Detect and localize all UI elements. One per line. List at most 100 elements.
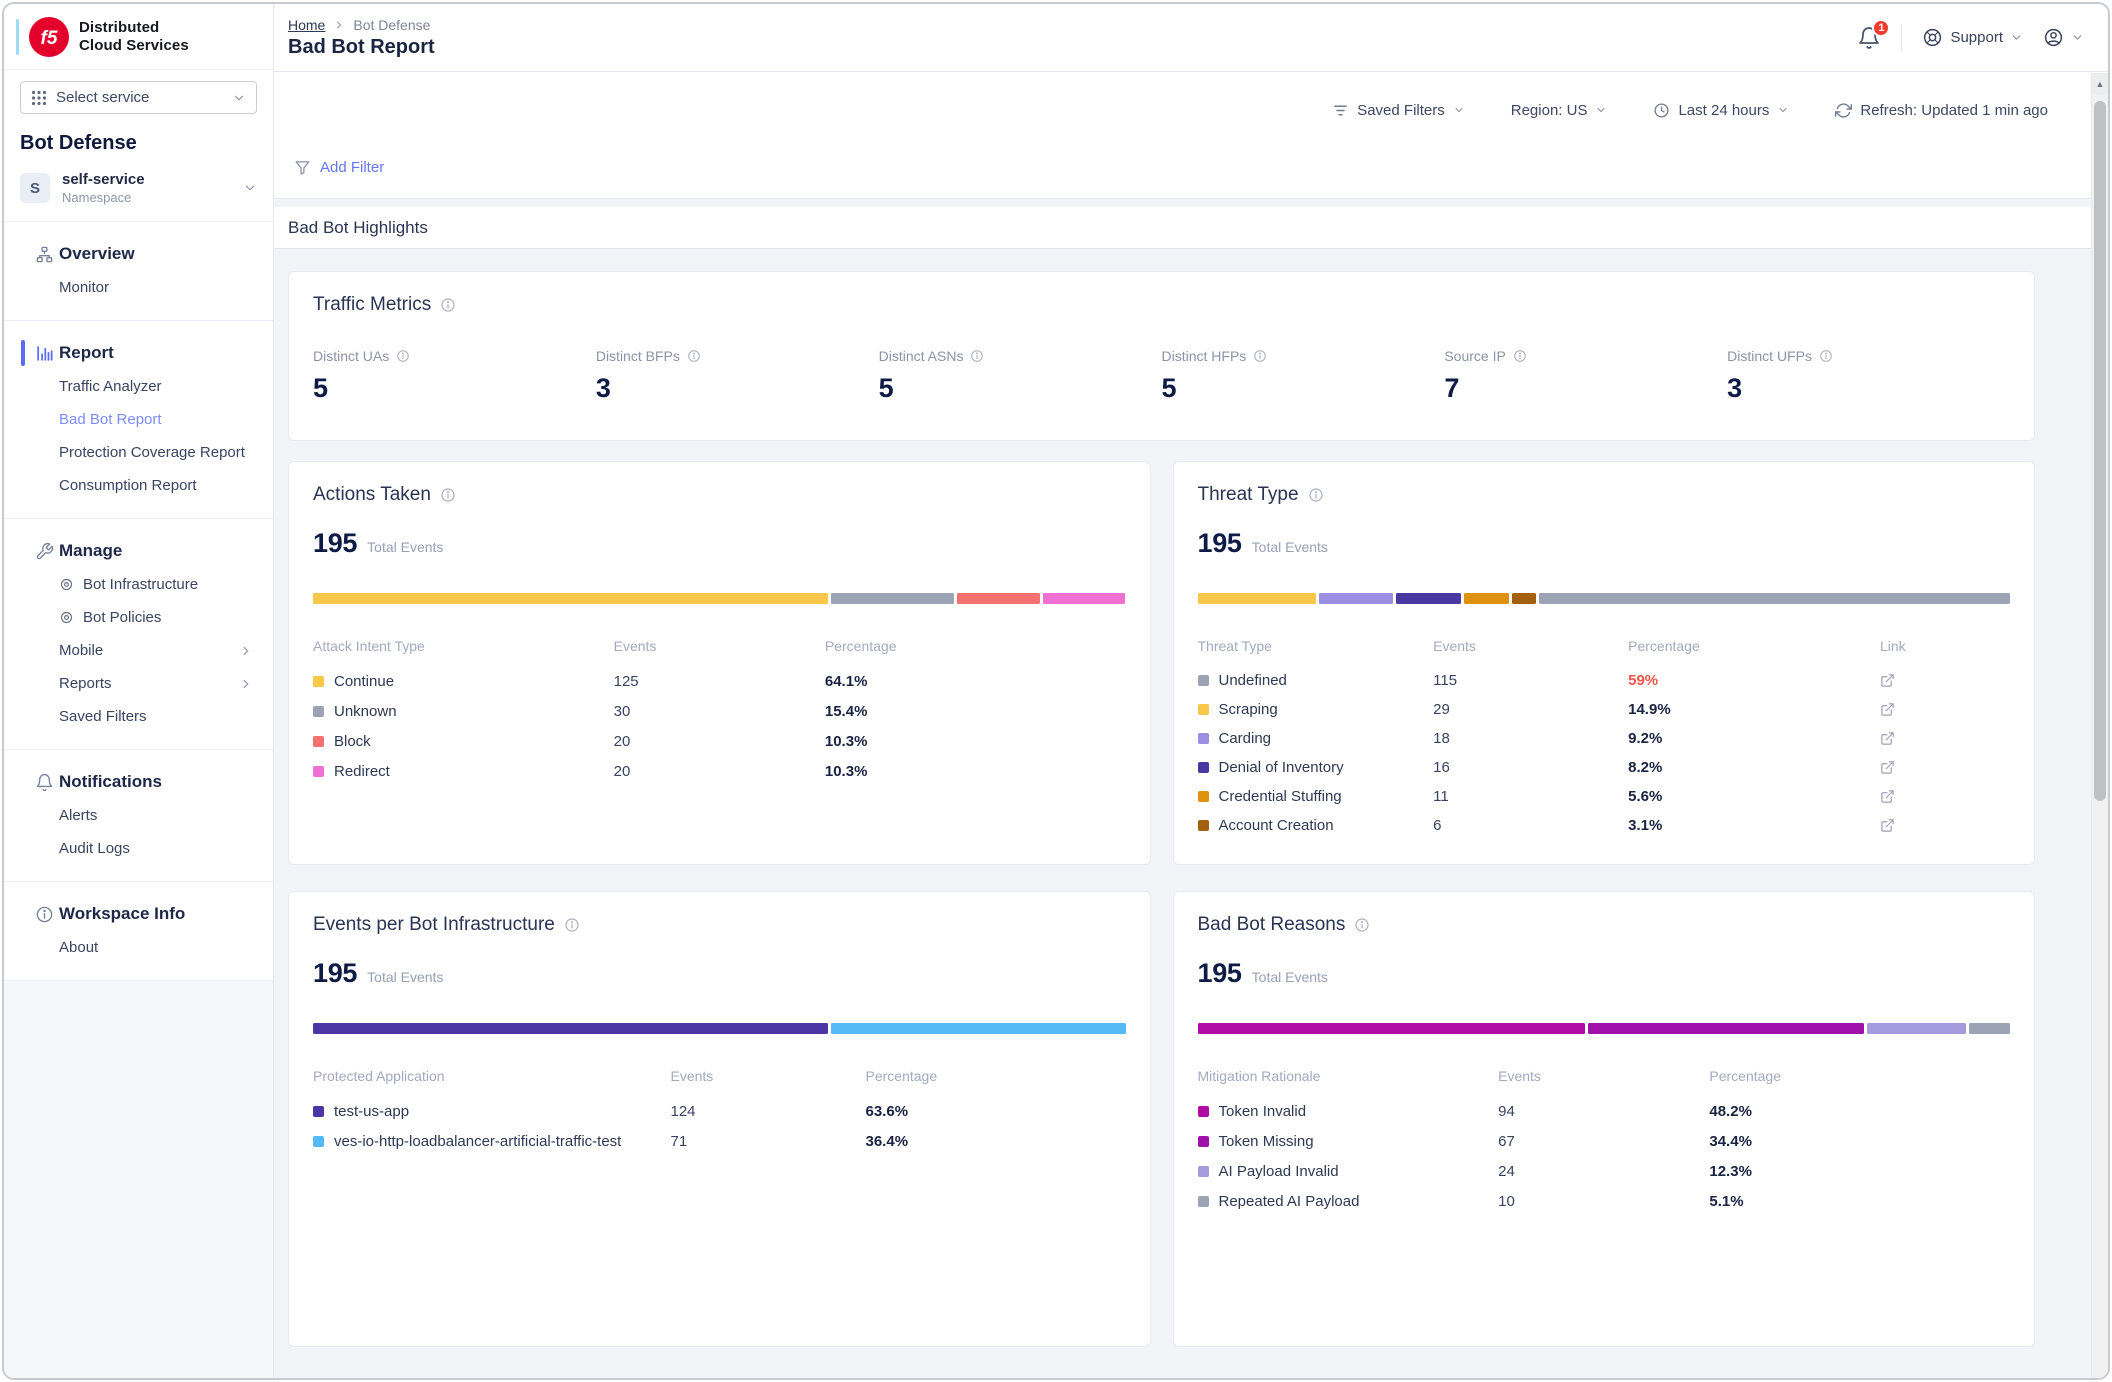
namespace-selector[interactable]: S self-service Namespace [4, 161, 273, 222]
chevron-down-icon [1779, 107, 1787, 113]
sidebar-section-label: Manage [59, 541, 123, 560]
vertical-scrollbar[interactable]: ▲ [2091, 73, 2108, 1378]
legend-table: Attack Intent Type Events Percentage Contin… [313, 634, 1126, 786]
section-title: Bad Bot Highlights [288, 217, 428, 237]
scroll-up-arrow[interactable]: ▲ [2092, 73, 2108, 95]
sidebar-section-header-manage[interactable]: Manage [4, 534, 273, 568]
sidebar-section-header-notifications[interactable]: Notifications [4, 765, 273, 799]
info-icon[interactable] [1513, 349, 1527, 363]
info-icon[interactable] [564, 917, 580, 933]
traffic-metrics-card: Traffic Metrics Distinct UAs 5 Distinct BF… [288, 271, 2035, 441]
brand-logo[interactable]: f5 Distributed Cloud Services [4, 4, 273, 70]
bar-segment-account-creation [1511, 593, 1537, 604]
row-events: 20 [613, 762, 631, 780]
metric-distinct-bfps: Distinct BFPs 3 [596, 348, 879, 404]
header-divider [1901, 23, 1903, 52]
saved-filters-dropdown[interactable]: Saved Filters [1332, 102, 1465, 119]
row-events: 11 [1433, 788, 1449, 805]
row-label: Undefined [1218, 672, 1287, 689]
row-label: Denial of Inventory [1218, 759, 1344, 776]
region-dropdown[interactable]: Region: US [1511, 102, 1608, 119]
info-icon[interactable] [970, 349, 984, 363]
table-row: Credential Stuffing 11 5.6% [1197, 782, 2011, 811]
external-link-icon[interactable] [1880, 789, 2010, 804]
sidebar-item-label: Saved Filters [59, 708, 147, 725]
sidebar-item-mobile[interactable]: Mobile [4, 634, 273, 667]
active-indicator-bar [21, 340, 25, 366]
notification-badge: 1 [1872, 18, 1891, 37]
sidebar-section-header-report[interactable]: Report [4, 336, 273, 370]
chart-cards-grid: Actions Taken 195 Total Events Attack Int… [288, 461, 2035, 1347]
sidebar-section-header-workspace-info[interactable]: Workspace Info [4, 897, 273, 931]
sidebar-item-bot-infrastructure[interactable]: Bot Infrastructure [4, 568, 273, 601]
row-label: Token Missing [1218, 1132, 1314, 1150]
table-row: Account Creation 6 3.1% [1197, 811, 2011, 840]
info-icon [34, 904, 54, 924]
sidebar-section-notifications: Notifications Alerts Audit Logs [4, 750, 273, 882]
column-header: Link [1880, 638, 1906, 654]
sidebar-item-bad-bot-report[interactable]: Bad Bot Report [4, 403, 273, 436]
info-icon[interactable] [396, 349, 410, 363]
table-header-row: Protected Application Events Percentage [313, 1064, 1126, 1088]
card-title: Actions Taken [313, 484, 431, 505]
add-filter-button[interactable]: Add Filter [288, 142, 2048, 192]
sidebar-item-audit-logs[interactable]: Audit Logs [4, 832, 273, 865]
sidebar-item-label: Audit Logs [59, 840, 130, 857]
bar-segment-repeated-ai-payload [1969, 1023, 2010, 1034]
actions-taken-card: Actions Taken 195 Total Events Attack Int… [288, 461, 1151, 865]
sidebar-section-header-overview[interactable]: Overview [4, 237, 273, 271]
sidebar-item-label: Reports [59, 675, 112, 692]
sidebar-item-alerts[interactable]: Alerts [4, 799, 273, 832]
sidebar-item-consumption-report[interactable]: Consumption Report [4, 469, 273, 502]
info-icon[interactable] [440, 487, 456, 503]
sidebar-item-bot-policies[interactable]: Bot Policies [4, 601, 273, 634]
service-selector[interactable]: Select service [20, 81, 257, 114]
active-indicator-bar [21, 241, 25, 267]
total-events-value: 195 [313, 958, 358, 988]
scrollbar-thumb[interactable] [2094, 101, 2106, 801]
logo-accent-bar [16, 18, 19, 55]
external-link-icon[interactable] [1880, 731, 2010, 746]
breadcrumb-home-link[interactable]: Home [288, 16, 326, 33]
sidebar-section-label: Overview [59, 244, 135, 263]
sidebar-item-reports[interactable]: Reports [4, 667, 273, 700]
sidebar-item-about[interactable]: About [4, 931, 273, 964]
breadcrumb-current: Bot Defense [353, 16, 431, 33]
refresh-button[interactable]: Refresh: Updated 1 min ago [1835, 102, 2048, 119]
table-row: Unknown 30 15.4% [313, 696, 1126, 726]
info-icon[interactable] [1308, 487, 1324, 503]
sidebar-item-protection-coverage-report[interactable]: Protection Coverage Report [4, 436, 273, 469]
external-link-icon[interactable] [1880, 702, 2010, 717]
sidebar-item-monitor[interactable]: Monitor [4, 271, 273, 304]
legend-table: Threat Type Events Percentage Link Undefined… [1197, 634, 2011, 840]
metric-distinct-ufps: Distinct UFPs 3 [1727, 348, 2010, 404]
row-events: 24 [1498, 1162, 1515, 1180]
info-icon[interactable] [440, 297, 456, 313]
info-icon[interactable] [687, 349, 701, 363]
table-header-row: Threat Type Events Percentage Link [1198, 634, 2011, 658]
account-menu[interactable] [2043, 27, 2084, 48]
filter-bar: Saved Filters Region: US Last 24 hours R… [274, 72, 2108, 199]
sidebar-item-traffic-analyzer[interactable]: Traffic Analyzer [4, 370, 273, 403]
info-icon[interactable] [1819, 349, 1833, 363]
sidebar: f5 Distributed Cloud Services Select ser… [4, 4, 274, 1378]
row-label: test-us-app [334, 1102, 410, 1120]
info-icon[interactable] [1253, 349, 1267, 363]
legend-swatch [1197, 733, 1209, 744]
time-range-dropdown[interactable]: Last 24 hours [1653, 102, 1789, 119]
bar-segment-unknown [830, 593, 955, 604]
sidebar-item-saved-filters[interactable]: Saved Filters [4, 700, 273, 733]
notifications-button[interactable]: 1 [1857, 18, 1891, 50]
chevron-down-icon [1597, 107, 1606, 113]
main-area: Home Bot Defense Bad Bot Report 1 [274, 4, 2108, 1378]
metric-distinct-uas: Distinct UAs 5 [313, 348, 596, 404]
row-events: 71 [670, 1132, 688, 1150]
external-link-icon[interactable] [1880, 818, 2010, 833]
external-link-icon[interactable] [1880, 760, 2010, 775]
info-icon[interactable] [1354, 917, 1370, 933]
target-icon [59, 577, 75, 593]
support-menu[interactable]: Support [1922, 27, 2023, 48]
active-indicator-bar [21, 769, 25, 795]
column-header: Events [1433, 638, 1476, 654]
external-link-icon[interactable] [1880, 673, 2010, 688]
